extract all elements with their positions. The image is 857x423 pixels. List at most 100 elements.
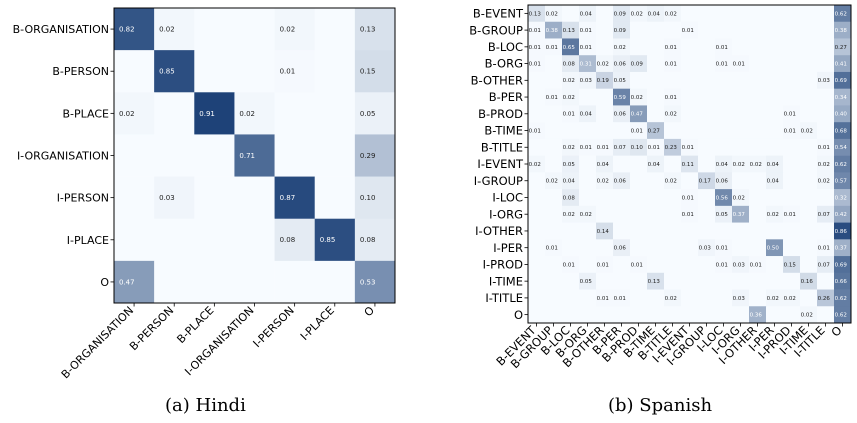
heatmap-cell [783, 38, 801, 56]
heatmap-cell [194, 134, 235, 177]
heatmap-cell [749, 155, 767, 173]
heatmap-cell [817, 189, 835, 207]
heatmap-cell [579, 272, 597, 290]
heatmap-cell [596, 55, 614, 73]
heatmap-cell [698, 256, 716, 274]
heatmap-cell [732, 71, 750, 89]
heatmap-cell [562, 55, 580, 73]
heatmap-cell [715, 256, 733, 274]
cell-value-label: 0.02 [563, 145, 575, 151]
heatmap-cell [630, 71, 648, 89]
heatmap-cell [596, 289, 614, 307]
heatmap-cell [647, 105, 665, 123]
cell-value-label: 0.06 [614, 62, 627, 68]
cell-value-label: 0.02 [580, 212, 592, 218]
y-tick-label-b-group: B-GROUP [469, 23, 523, 37]
heatmap-cell [766, 272, 784, 290]
cell-value-label: 0.02 [665, 296, 677, 302]
heatmap-cell [579, 189, 597, 207]
heatmap-cell [630, 289, 648, 307]
heatmap-cell [698, 289, 716, 307]
cell-value-label: 0.01 [733, 62, 745, 68]
heatmap-cell [234, 50, 275, 93]
y-tick-label-i-time: I-TIME [489, 274, 523, 288]
heatmap-cell [766, 189, 784, 207]
heatmap-cell [681, 306, 699, 324]
heatmap-cell [715, 122, 733, 140]
heatmap-cell [528, 88, 546, 106]
heatmap-cell [613, 189, 631, 207]
heatmap-cell [749, 21, 767, 39]
y-tick-label-b-time: B-TIME [484, 124, 523, 138]
heatmap-cell [664, 38, 682, 56]
y-tick-label-b-loc: B-LOC [488, 40, 523, 54]
cell-value-label: 0.02 [665, 179, 677, 185]
heatmap-cell [596, 239, 614, 257]
cell-value-label: 0.02 [614, 45, 626, 51]
y-tick-label-o: O [100, 276, 109, 289]
heatmap-cell [817, 21, 835, 39]
heatmap-cell [545, 172, 563, 190]
heatmap-cell [579, 38, 597, 56]
cell-value-label: 0.01 [631, 128, 643, 134]
heatmap-cell [817, 155, 835, 173]
cell-value-label: 0.01 [682, 195, 694, 201]
cell-value-label: 0.02 [733, 195, 745, 201]
cell-value-label: 0.02 [733, 162, 745, 168]
heatmap-cell [800, 5, 818, 23]
heatmap-cell [664, 172, 682, 190]
heatmap-cell [732, 189, 750, 207]
heatmap-cell [354, 50, 396, 93]
heatmap-cell [732, 155, 750, 173]
cell-value-label: 0.01 [682, 145, 694, 151]
heatmap-cell [681, 239, 699, 257]
heatmap-cell [562, 289, 580, 307]
heatmap-cell [596, 189, 614, 207]
cell-value-label: 0.85 [159, 68, 175, 76]
cell-value-label: 0.62 [835, 11, 847, 17]
heatmap-cell [664, 239, 682, 257]
heatmap-cell [800, 289, 818, 307]
heatmap-cell [579, 138, 597, 156]
heatmap-cell [613, 155, 631, 173]
cell-value-label: 0.06 [614, 246, 627, 252]
heatmap-cell [715, 172, 733, 190]
heatmap-cell [545, 55, 563, 73]
heatmap-cell [528, 38, 546, 56]
heatmap-cell [579, 122, 597, 140]
heatmap-cell [630, 155, 648, 173]
heatmap-cell [664, 155, 682, 173]
heatmap-cell [766, 256, 784, 274]
cell-value-label: 0.02 [563, 212, 575, 218]
heatmap-cell [579, 306, 597, 324]
heatmap-cell [613, 205, 631, 223]
heatmap-cell [154, 134, 195, 177]
heatmap-cell [314, 260, 356, 304]
heatmap-cell [545, 105, 563, 123]
heatmap-cell [274, 8, 316, 51]
heatmap-cell [528, 172, 546, 190]
heatmap-cell [715, 5, 733, 23]
heatmap-cell [766, 21, 784, 39]
heatmap-cell [698, 155, 716, 173]
heatmap-cell [647, 256, 665, 274]
heatmap-cell [698, 138, 716, 156]
cell-value-label: 0.01 [614, 296, 626, 302]
heatmap-cell [562, 239, 580, 257]
x-tick-label-b-person: B-PERSON [127, 304, 176, 353]
heatmap-cell [647, 122, 665, 140]
heatmap-cell [698, 71, 716, 89]
heatmap-cell [681, 189, 699, 207]
heatmap-cell [314, 218, 356, 262]
heatmap-cell [749, 272, 767, 290]
cell-value-label: 0.37 [835, 246, 848, 252]
cell-value-label: 0.04 [767, 162, 780, 168]
cell-value-label: 0.04 [767, 179, 780, 185]
cell-value-label: 0.01 [682, 28, 694, 34]
heatmap-cell [732, 272, 750, 290]
heatmap-cell [766, 138, 784, 156]
heatmap-cell [817, 55, 835, 73]
heatmap-cell [800, 189, 818, 207]
heatmap-cell [234, 134, 275, 177]
heatmap-cell [732, 306, 750, 324]
